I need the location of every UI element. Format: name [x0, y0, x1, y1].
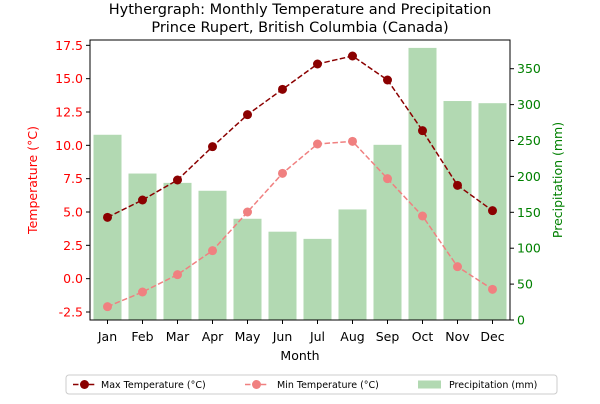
precipitation-bar — [408, 47, 437, 321]
min-temperature-point — [278, 168, 287, 178]
y-right-tick-label: 300 — [517, 97, 541, 112]
precipitation-bar — [443, 101, 472, 321]
precipitation-bars — [93, 47, 507, 321]
max-temperature-point — [138, 195, 147, 205]
legend-precip-swatch — [418, 380, 441, 389]
precipitation-bar — [163, 182, 192, 320]
precipitation-bar — [373, 144, 402, 320]
y-left-tick-label: 5.0 — [63, 205, 83, 220]
legend-max-marker — [80, 380, 89, 389]
y-left-tick-label: 7.5 — [63, 171, 83, 186]
y-left-tick-label: 15.0 — [55, 71, 83, 86]
x-tick-label: Nov — [445, 329, 470, 344]
min-temperature-line — [107, 140, 493, 308]
min-temperature-point — [348, 136, 357, 146]
min-temperature-point — [383, 174, 392, 184]
max-temperature-point — [173, 175, 182, 185]
legend-frame — [65, 374, 558, 395]
x-tick-label: Feb — [131, 329, 153, 344]
chart-axes: -2.5 0.0 2.5 5.0 7.5 10.0 12.5 15.0 17.5 0 50 100 15… — [55, 38, 541, 344]
x-tick-label: Jan — [97, 329, 117, 344]
x-tick-label: Jun — [272, 329, 293, 344]
max-temperature-point — [418, 126, 427, 136]
plot-frame — [89, 39, 511, 321]
y-axis-right-label: Precipitation (mm) — [550, 122, 565, 238]
y-right-tick-label: 150 — [517, 205, 541, 220]
max-temperature-point — [348, 51, 357, 61]
max-temperature-line — [107, 55, 493, 219]
min-temperature-point — [243, 207, 252, 217]
y-left-tick-label: 2.5 — [63, 238, 83, 253]
y-right-tick-label: 350 — [517, 61, 541, 76]
max-temperature-point — [453, 180, 462, 190]
max-temperature-point — [488, 206, 497, 216]
precipitation-bar — [338, 209, 367, 320]
min-temperature-point — [453, 262, 462, 272]
max-temperature-point — [103, 212, 112, 222]
legend-max-label: Max Temperature (°C) — [101, 380, 206, 391]
y-left-tick-label: 0.0 — [63, 271, 83, 286]
y-right-tick-label: 50 — [517, 277, 533, 292]
x-tick-label: Mar — [166, 329, 190, 344]
legend-min-marker — [252, 380, 261, 389]
max-temperature-point — [313, 59, 322, 69]
max-temperature-point — [208, 142, 217, 152]
min-temperature-point — [418, 211, 427, 221]
chart-title-line1: Hythergraph: Monthly Temperature and Pre… — [109, 2, 492, 18]
chart-title-line2: Prince Rupert, British Columbia (Canada) — [151, 20, 448, 36]
min-temperature-point — [103, 302, 112, 312]
x-tick-label: Apr — [202, 329, 224, 344]
precipitation-bar — [93, 134, 122, 320]
y-axis-left-label: Temperature (°C) — [25, 126, 40, 235]
x-tick-label: Aug — [340, 329, 364, 344]
legend-precip-label: Precipitation (mm) — [449, 380, 537, 391]
y-left-tick-label: -2.5 — [59, 305, 83, 320]
x-tick-label: Jul — [309, 329, 325, 344]
min-temperature-point — [138, 287, 147, 297]
y-right-tick-label: 200 — [517, 169, 541, 184]
precipitation-bar — [268, 231, 297, 320]
y-right-tick-label: 250 — [517, 133, 541, 148]
legend-min-label: Min Temperature (°C) — [277, 380, 379, 391]
precipitation-bar — [198, 190, 227, 320]
max-temperature-point — [243, 110, 252, 120]
y-left-tick-label: 17.5 — [55, 38, 83, 53]
precipitation-bar — [303, 238, 332, 320]
x-tick-label: Dec — [480, 329, 504, 344]
x-tick-label: May — [235, 329, 261, 344]
x-tick-label: Sep — [376, 329, 400, 344]
y-right-tick-label: 100 — [517, 241, 541, 256]
precipitation-bar — [233, 218, 262, 320]
max-temperature-point — [383, 75, 392, 85]
temperature-lines — [103, 51, 497, 312]
legend: Max Temperature (°C) Min Temperature (°C)… — [65, 374, 558, 395]
min-temperature-point — [208, 246, 217, 256]
min-temperature-point — [313, 139, 322, 149]
min-temperature-point — [488, 284, 497, 294]
x-axis-label: Month — [280, 348, 319, 363]
y-right-tick-label: 0 — [517, 313, 525, 328]
x-tick-label: Oct — [412, 329, 434, 344]
max-temperature-point — [278, 84, 287, 94]
y-left-tick-label: 12.5 — [55, 105, 83, 120]
min-temperature-point — [173, 270, 182, 280]
y-left-tick-label: 10.0 — [55, 138, 83, 153]
